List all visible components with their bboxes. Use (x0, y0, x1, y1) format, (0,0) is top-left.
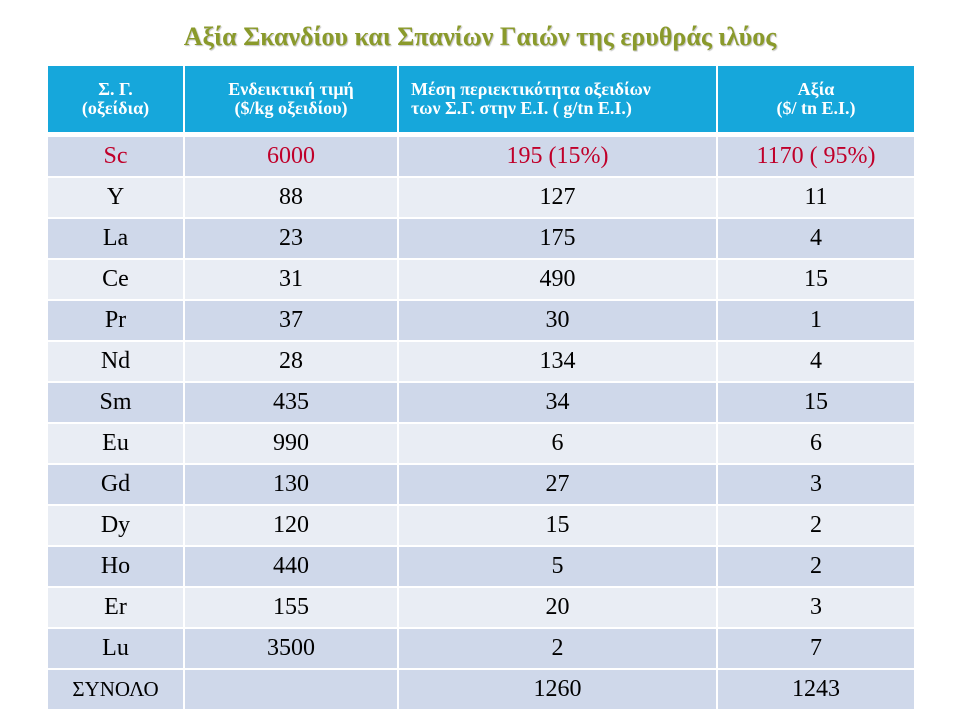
cell-price: 3500 (184, 628, 399, 670)
cell-element: Lu (48, 628, 185, 670)
cell-price: 88 (184, 177, 399, 219)
table-row: Eu 990 6 6 (48, 423, 914, 465)
header-line: (οξείδια) (81, 98, 150, 118)
header-price: Ενδεικτική τιμή ($/kg οξειδίου) (184, 66, 399, 137)
cell-element: Er (48, 587, 185, 629)
cell-content: 134 (398, 341, 718, 383)
cell-content: 2 (398, 628, 718, 670)
header-line: Σ. Γ. (98, 79, 133, 99)
cell-element: Nd (48, 341, 185, 383)
cell-content: 15 (398, 505, 718, 547)
table-row: Dy 120 15 2 (48, 505, 914, 547)
cell-content: 27 (398, 464, 718, 506)
table-row: Ho 440 5 2 (48, 546, 914, 588)
cell-value: 3 (717, 464, 914, 506)
table-row: Nd 28 134 4 (48, 341, 914, 383)
header-line: Αξία (797, 79, 835, 99)
cell-value: 2 (717, 546, 914, 588)
table-row: La 23 175 4 (48, 218, 914, 260)
header-line: Ενδεικτική τιμή (228, 79, 354, 99)
cell-value: 15 (717, 382, 914, 424)
header-line: Μέση περιεκτικότητα οξειδίων (411, 79, 651, 99)
cell-content: 175 (398, 218, 718, 260)
cell-price: 990 (184, 423, 399, 465)
cell-element: Gd (48, 464, 185, 506)
header-line: ($/kg οξειδίου) (234, 98, 348, 118)
cell-price: 28 (184, 341, 399, 383)
cell-content: 34 (398, 382, 718, 424)
header-content: Μέση περιεκτικότητα οξειδίων των Σ.Γ. στ… (398, 66, 718, 137)
cell-content: 30 (398, 300, 718, 342)
page-title: Αξία Σκανδίου και Σπανίων Γαιών της ερυθ… (183, 22, 777, 51)
cell-price: 6000 (184, 134, 399, 178)
table-row: Er 155 20 3 (48, 587, 914, 629)
table-row: Lu 3500 2 7 (48, 628, 914, 670)
table-row: Ce 31 490 15 (48, 259, 914, 301)
total-content: 1260 (398, 669, 718, 711)
cell-content: 6 (398, 423, 718, 465)
cell-element: Y (48, 177, 185, 219)
cell-element: Sm (48, 382, 185, 424)
cell-value: 15 (717, 259, 914, 301)
cell-value: 3 (717, 587, 914, 629)
cell-element: Sc (48, 134, 185, 178)
cell-element: Dy (48, 505, 185, 547)
cell-element: La (48, 218, 185, 260)
cell-price: 31 (184, 259, 399, 301)
cell-content: 195 (15%) (398, 134, 718, 178)
cell-value: 4 (717, 341, 914, 383)
header-value: Αξία ($/ tn Ε.Ι.) (717, 66, 914, 137)
cell-price: 130 (184, 464, 399, 506)
cell-value: 11 (717, 177, 914, 219)
cell-price: 440 (184, 546, 399, 588)
cell-value: 7 (717, 628, 914, 670)
cell-element: Ce (48, 259, 185, 301)
cell-price: 37 (184, 300, 399, 342)
table-row: Sm 435 34 15 (48, 382, 914, 424)
cell-element: Ho (48, 546, 185, 588)
header-oxides: Σ. Γ. (οξείδια) (48, 66, 185, 137)
cell-value: 1 (717, 300, 914, 342)
cell-price: 155 (184, 587, 399, 629)
table-row: Sc 6000 195 (15%) 1170 ( 95%) (48, 134, 914, 178)
header-line: των Σ.Γ. στην Ε.Ι. ( g/tn Ε.Ι.) (411, 98, 632, 118)
total-label: ΣΥΝΟΛΟ (48, 669, 185, 711)
cell-value: 4 (717, 218, 914, 260)
cell-element: Eu (48, 423, 185, 465)
table-row: Pr 37 30 1 (48, 300, 914, 342)
cell-price: 120 (184, 505, 399, 547)
rare-earth-value-table: Σ. Γ. (οξείδια) Ενδεικτική τιμή ($/kg οξ… (48, 66, 914, 711)
header-line: ($/ tn Ε.Ι.) (776, 98, 856, 118)
cell-content: 490 (398, 259, 718, 301)
table-header-row: Σ. Γ. (οξείδια) Ενδεικτική τιμή ($/kg οξ… (48, 66, 914, 137)
cell-price: 435 (184, 382, 399, 424)
cell-price: 23 (184, 218, 399, 260)
table-row: Gd 130 27 3 (48, 464, 914, 506)
total-price (184, 669, 399, 711)
cell-content: 20 (398, 587, 718, 629)
total-row: ΣΥΝΟΛΟ 1260 1243 (48, 669, 914, 711)
cell-content: 5 (398, 546, 718, 588)
total-value: 1243 (717, 669, 914, 711)
cell-value: 1170 ( 95%) (717, 134, 914, 178)
cell-value: 6 (717, 423, 914, 465)
cell-element: Pr (48, 300, 185, 342)
table-row: Y 88 127 11 (48, 177, 914, 219)
cell-value: 2 (717, 505, 914, 547)
cell-content: 127 (398, 177, 718, 219)
